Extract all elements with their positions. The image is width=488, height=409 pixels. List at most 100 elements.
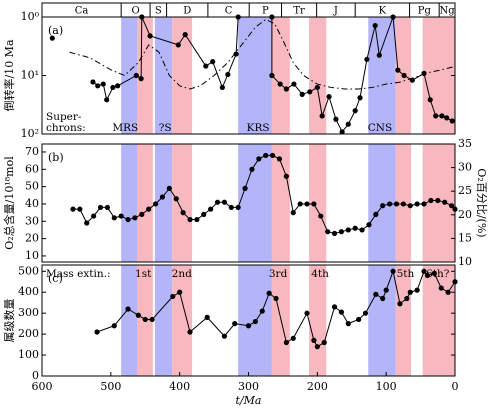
data-point xyxy=(263,152,269,159)
data-point xyxy=(380,295,386,302)
y-axis-label: 属级数量 xyxy=(3,299,16,343)
y-tick-label: 400 xyxy=(18,285,39,298)
interval-band xyxy=(309,144,327,262)
data-point xyxy=(345,321,351,327)
data-point xyxy=(307,89,313,95)
data-point xyxy=(387,201,393,207)
data-point xyxy=(290,210,296,216)
data-point xyxy=(442,199,448,205)
data-point xyxy=(177,289,183,295)
data-point xyxy=(321,339,327,346)
data-point xyxy=(283,86,289,92)
interval-band xyxy=(121,144,137,262)
data-point xyxy=(356,316,362,323)
interval-band xyxy=(395,265,411,376)
data-point xyxy=(269,72,275,79)
data-point xyxy=(372,22,378,29)
panel-label: (c) xyxy=(48,272,63,285)
data-point xyxy=(110,84,116,91)
annotation: 2nd xyxy=(172,268,192,280)
period-label: P xyxy=(262,6,269,17)
y-axis-label: 倒转率/10 Ma xyxy=(2,39,16,111)
period-label: Ng xyxy=(440,6,456,17)
data-point xyxy=(331,304,338,310)
data-point xyxy=(221,199,228,205)
data-point xyxy=(338,309,345,315)
data-point xyxy=(125,216,131,223)
interval-band xyxy=(271,17,290,134)
data-point xyxy=(273,295,279,302)
period-label: O xyxy=(132,6,140,17)
data-point xyxy=(84,220,90,226)
data-point xyxy=(70,206,76,212)
y2-tick-label: 35 xyxy=(458,137,472,150)
interval-band xyxy=(238,17,272,134)
data-point xyxy=(170,293,176,300)
y-tick-label: 20 xyxy=(25,232,39,245)
data-point xyxy=(204,314,210,320)
data-point xyxy=(97,204,104,211)
data-point xyxy=(245,323,252,329)
data-point xyxy=(357,95,363,101)
data-line xyxy=(92,16,453,133)
data-point xyxy=(338,229,345,235)
data-point xyxy=(333,116,339,122)
data-point xyxy=(352,225,358,231)
data-point xyxy=(352,108,358,114)
data-point xyxy=(225,71,231,78)
annotation: CNS xyxy=(368,122,392,134)
x-tick-label: 600 xyxy=(32,380,53,393)
data-point xyxy=(438,285,444,291)
data-point xyxy=(138,76,144,82)
data-point xyxy=(203,63,209,69)
period-label: Ca xyxy=(75,6,89,17)
data-point xyxy=(277,81,283,87)
y-tick-label: 200 xyxy=(18,327,39,340)
data-point xyxy=(283,173,289,179)
data-point xyxy=(139,211,145,217)
data-point xyxy=(269,152,276,159)
data-point xyxy=(166,185,172,191)
data-point xyxy=(252,318,258,325)
data-point xyxy=(182,32,188,38)
x-tick-label: 200 xyxy=(307,380,328,393)
data-point xyxy=(299,91,305,97)
y-tick-label: 30 xyxy=(25,214,39,227)
annotation: KRS xyxy=(247,122,270,134)
y-tick-label: 300 xyxy=(18,306,39,319)
data-point xyxy=(445,289,451,295)
period-label: Tr xyxy=(293,6,305,17)
data-point xyxy=(276,156,283,162)
data-point xyxy=(397,301,403,307)
data-point xyxy=(314,344,320,350)
data-point xyxy=(100,81,106,87)
y-tick-label: 500 xyxy=(18,264,39,277)
interval-band xyxy=(368,17,396,134)
data-point xyxy=(424,272,431,279)
period-label: K xyxy=(379,6,387,17)
y-tick-label: 70 xyxy=(25,145,39,158)
data-point xyxy=(142,316,148,323)
data-point xyxy=(235,204,241,211)
data-point xyxy=(266,290,272,296)
data-point xyxy=(400,201,406,207)
data-point xyxy=(359,227,365,233)
interval-band xyxy=(136,17,153,134)
data-point xyxy=(395,67,401,73)
data-point xyxy=(152,201,159,207)
plot-frame xyxy=(41,143,456,263)
data-point xyxy=(175,42,181,48)
y-tick-label: 40 xyxy=(25,197,39,210)
data-point xyxy=(159,194,166,200)
data-point xyxy=(242,185,248,191)
data-point xyxy=(383,287,389,293)
data-point xyxy=(314,84,320,91)
period-label: C xyxy=(225,6,233,17)
interval-band xyxy=(154,17,173,134)
data-point xyxy=(373,211,379,217)
data-point xyxy=(404,295,410,302)
data-point xyxy=(311,201,317,207)
interval-band xyxy=(154,265,173,376)
data-point xyxy=(318,213,324,219)
